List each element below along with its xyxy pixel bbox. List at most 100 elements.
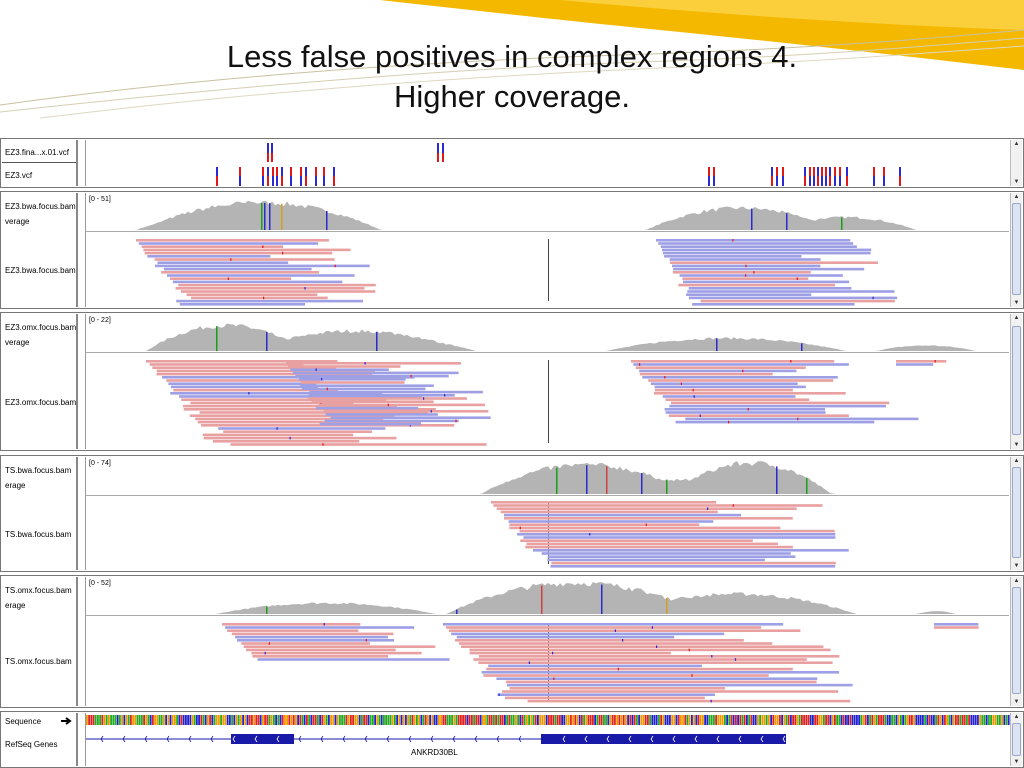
panel-scrollbar[interactable]: ▲ ▼	[1010, 457, 1022, 570]
variant-marker	[883, 167, 885, 176]
coverage-track-name[interactable]: EZ3.omx.focus.bam verage	[5, 323, 77, 347]
scroll-down-icon[interactable]: ▼	[1013, 563, 1020, 569]
sequence-base	[356, 715, 359, 725]
sequence-base	[246, 715, 249, 725]
scroll-thumb[interactable]	[1012, 467, 1021, 558]
aligned-read	[195, 417, 384, 421]
reads-track-name[interactable]: TS.omx.focus.bam	[5, 657, 72, 666]
coverage-track-name[interactable]: EZ3.bwa.focus.bam verage	[5, 202, 76, 226]
aligned-read	[688, 296, 898, 300]
scroll-up-icon[interactable]: ▲	[1013, 141, 1020, 147]
scroll-up-icon[interactable]: ▲	[1013, 714, 1020, 720]
sequence-base	[517, 715, 519, 725]
alignment-area[interactable]: [0 - 52]	[85, 577, 1012, 706]
variant-marker	[713, 176, 715, 186]
sequence-base	[154, 715, 156, 725]
sequence-base	[200, 715, 203, 725]
sequence-base	[537, 715, 539, 725]
scroll-up-icon[interactable]: ▲	[1013, 315, 1020, 321]
sequence-base	[895, 715, 898, 725]
scroll-thumb[interactable]	[1012, 587, 1021, 694]
vcf-scrollbar[interactable]: ▲ ▼	[1010, 140, 1022, 186]
coverage-area	[86, 461, 1012, 494]
sequence-base	[957, 715, 959, 725]
aligned-read	[318, 403, 485, 407]
sequence-base	[812, 715, 814, 725]
sequence-base	[220, 715, 222, 725]
read-alignments	[146, 360, 947, 446]
read-mismatch	[664, 376, 666, 379]
scroll-thumb[interactable]	[1012, 723, 1021, 756]
reads-track-name[interactable]: EZ3.bwa.focus.bam	[5, 266, 76, 275]
vcf-track-2-name[interactable]: EZ3.vcf	[5, 171, 33, 180]
panel-scrollbar[interactable]: ▲ ▼	[1010, 577, 1022, 706]
vcf-data-area[interactable]	[85, 140, 1009, 186]
scroll-down-icon[interactable]: ▼	[1013, 179, 1020, 185]
scroll-thumb[interactable]	[1012, 203, 1021, 295]
variant-marker	[442, 153, 444, 162]
sequence-base	[352, 715, 354, 725]
vcf-track-1-name[interactable]: EZ3.fina...x.01.vcf	[5, 148, 70, 157]
sequence-base	[886, 715, 889, 725]
coverage-track-name[interactable]: TS.bwa.focus.bam erage	[5, 466, 72, 490]
alignment-area[interactable]: [0 - 51]	[85, 193, 1012, 307]
read-mismatch	[747, 408, 749, 411]
strand-chevron	[166, 735, 170, 743]
alignment-area[interactable]: [0 - 74]	[85, 457, 1012, 570]
reference-area[interactable]: ANKRD30BL	[85, 713, 1010, 766]
reads-track-name[interactable]: EZ3.omx.focus.bam	[5, 398, 76, 407]
coverage-mismatch-mark	[751, 208, 753, 230]
scroll-down-icon[interactable]: ▼	[1013, 300, 1020, 306]
sequence-base	[92, 715, 95, 725]
arrow-right-icon[interactable]	[60, 716, 74, 726]
sequence-base	[471, 715, 473, 725]
sequence-base	[288, 715, 291, 725]
aligned-read	[190, 401, 354, 405]
sequence-base	[563, 715, 566, 725]
sequence-base	[871, 715, 874, 725]
scroll-up-icon[interactable]: ▲	[1013, 194, 1020, 200]
sequence-base	[255, 715, 258, 725]
aligned-read	[235, 635, 388, 639]
coverage-histogram	[86, 323, 1012, 351]
sequence-base	[460, 715, 462, 725]
sequence-base	[754, 715, 757, 725]
panel-scrollbar[interactable]: ▲ ▼	[1010, 314, 1022, 449]
sequence-base	[101, 715, 104, 725]
refseq-track-name[interactable]: RefSeq Genes	[5, 740, 58, 749]
sequence-base	[389, 715, 392, 725]
scroll-up-icon[interactable]: ▲	[1013, 458, 1020, 464]
panel-scrollbar[interactable]: ▲ ▼	[1010, 193, 1022, 307]
sequence-base	[550, 715, 552, 725]
coverage-track-name[interactable]: TS.omx.focus.bam erage	[5, 586, 72, 610]
scroll-down-icon[interactable]: ▼	[1013, 442, 1020, 448]
coverage-mismatch-mark	[266, 606, 268, 614]
coverage-mismatch-mark	[266, 332, 268, 351]
sequence-base	[768, 715, 770, 725]
sequence-base	[442, 715, 445, 725]
sequence-base	[552, 715, 555, 725]
coverage-mismatch-mark	[376, 331, 378, 351]
read-mismatch	[519, 526, 521, 530]
reference-panel: Sequence RefSeq Genes ANKRD30BL ▲ ▼	[0, 711, 1024, 768]
variant-marker	[804, 167, 806, 176]
scroll-down-icon[interactable]: ▼	[1013, 759, 1020, 765]
scroll-down-icon[interactable]: ▼	[1013, 699, 1020, 705]
variant-marker	[821, 176, 823, 186]
aligned-read	[496, 677, 818, 680]
aligned-read	[252, 655, 389, 658]
scroll-up-icon[interactable]: ▲	[1013, 578, 1020, 584]
sequence-base	[363, 715, 365, 725]
sequence-base	[167, 715, 170, 725]
strand-chevron	[606, 735, 610, 743]
sequence-track-name[interactable]: Sequence	[5, 717, 42, 726]
sequence-base	[541, 715, 544, 725]
sequence-base	[235, 715, 238, 725]
coverage-mismatch-mark	[281, 203, 283, 230]
scroll-thumb[interactable]	[1012, 326, 1021, 435]
sequence-base	[438, 715, 440, 725]
reads-track-name[interactable]: TS.bwa.focus.bam	[5, 530, 72, 539]
variant-marker	[817, 167, 819, 176]
reference-scrollbar[interactable]: ▲ ▼	[1010, 713, 1022, 766]
alignment-area[interactable]: [0 - 22]	[85, 314, 1012, 449]
